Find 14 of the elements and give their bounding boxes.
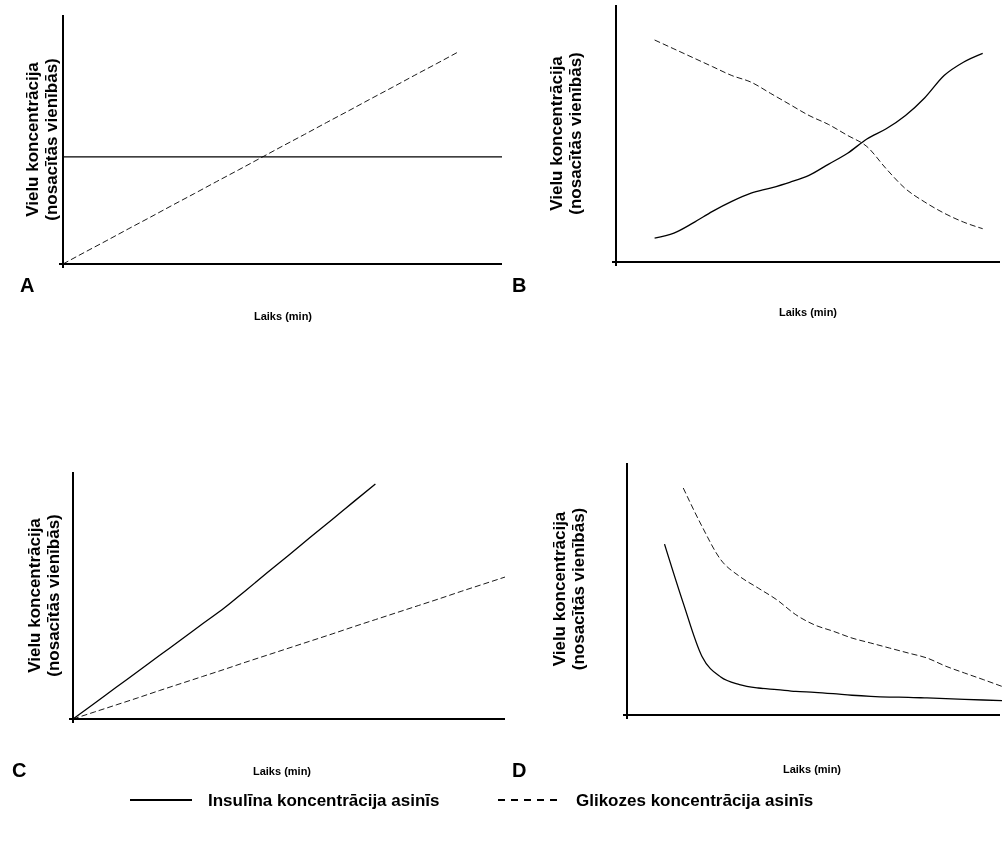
text: B (512, 274, 527, 296)
x-axis-title: Laiks (min) (252, 765, 312, 777)
text: D (512, 759, 527, 781)
y-axis-title: Vielu koncentrācija (nosacītās vienībās) (25, 514, 63, 677)
text: A (20, 274, 35, 296)
x-axis-title: Laiks (min) (778, 306, 838, 318)
x-axis-title: Laiks (min) (782, 763, 842, 775)
y-axis-title: Vielu koncentrācija (nosacītās vienībās) (23, 58, 61, 221)
x-axis-title: Laiks (min) (253, 310, 313, 322)
legend-label: Glikozes koncentrācija asinīs (576, 791, 814, 810)
y-axis-title: Vielu koncentrācija (nosacītās vienībās) (547, 52, 585, 215)
text: C (12, 759, 27, 781)
y-axis-title: Vielu koncentrācija (nosacītās vienībās) (550, 507, 588, 671)
legend-label: Insulīna koncentrācija asinīs (208, 791, 440, 810)
